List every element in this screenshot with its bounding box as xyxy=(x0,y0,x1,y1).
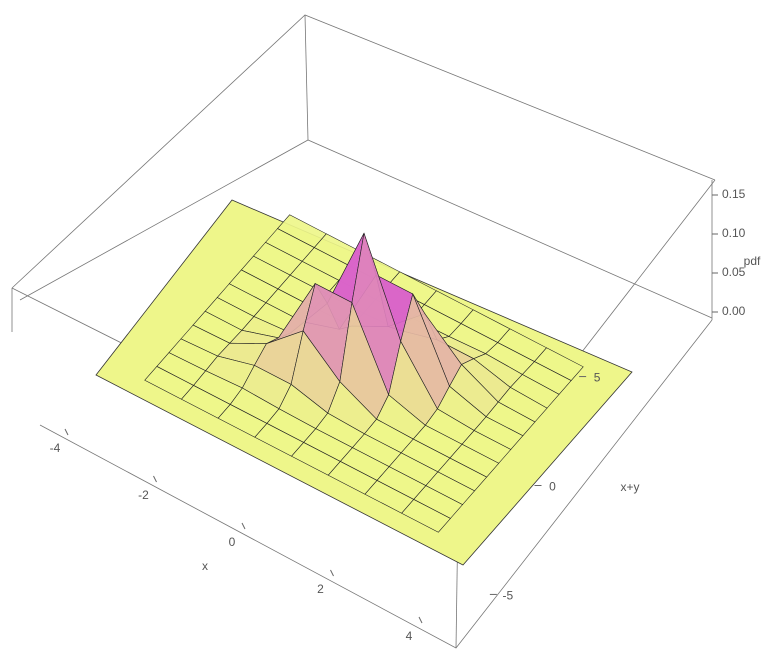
x-tick-label: 2 xyxy=(317,582,324,596)
x-tick xyxy=(64,428,69,436)
z-tick-label: 0.15 xyxy=(722,187,746,201)
y-tick-label: 0 xyxy=(549,480,556,494)
x-tick xyxy=(330,569,334,577)
x-tick-label: 4 xyxy=(406,629,413,643)
z-tick-label: 0.00 xyxy=(722,304,746,318)
y-tick-label: 5 xyxy=(594,371,601,385)
z-tick-label: 0.10 xyxy=(722,226,746,240)
surface-patch xyxy=(401,499,451,533)
x-tick-label: -2 xyxy=(138,488,149,502)
box-edge xyxy=(304,14,309,141)
z-axis-label: pdf xyxy=(744,254,761,268)
y-tick-label: -5 xyxy=(503,589,514,603)
x-tick-label: -4 xyxy=(50,441,61,455)
x-tick-label: 0 xyxy=(229,535,236,549)
x-tick xyxy=(418,616,423,624)
y-axis-label: x+y xyxy=(620,480,639,494)
surface xyxy=(144,214,584,533)
axes: x x+y pdf -4 -2 0 2 4 -5 0 5 0.00 0.05 0.10 0.15 xyxy=(50,187,761,643)
x-tick xyxy=(241,522,246,530)
box-edge xyxy=(19,139,713,319)
x-tick xyxy=(153,475,157,483)
x-axis-label: x xyxy=(202,559,208,573)
box-edge xyxy=(39,319,713,649)
z-tick-label: 0.05 xyxy=(722,265,746,279)
